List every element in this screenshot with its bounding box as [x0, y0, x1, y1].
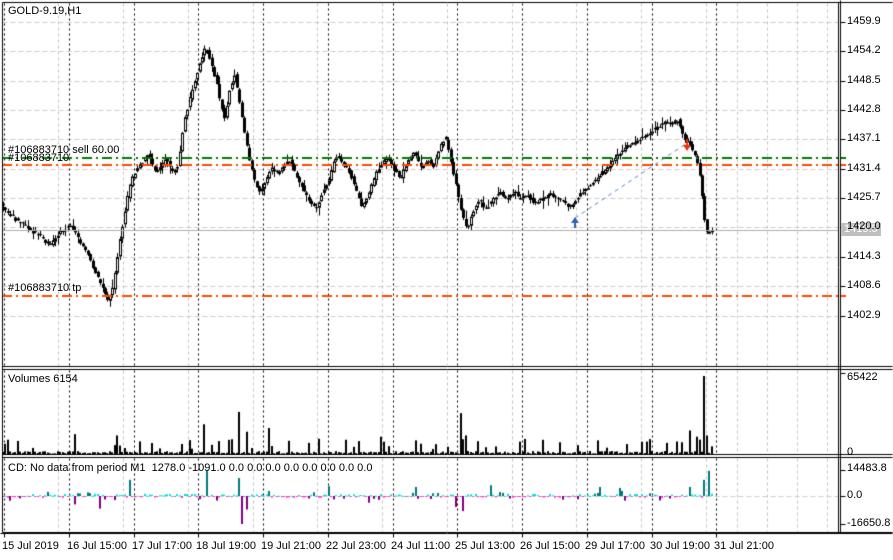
- price-axis[interactable]: [840, 0, 893, 533]
- time-axis[interactable]: [0, 533, 893, 560]
